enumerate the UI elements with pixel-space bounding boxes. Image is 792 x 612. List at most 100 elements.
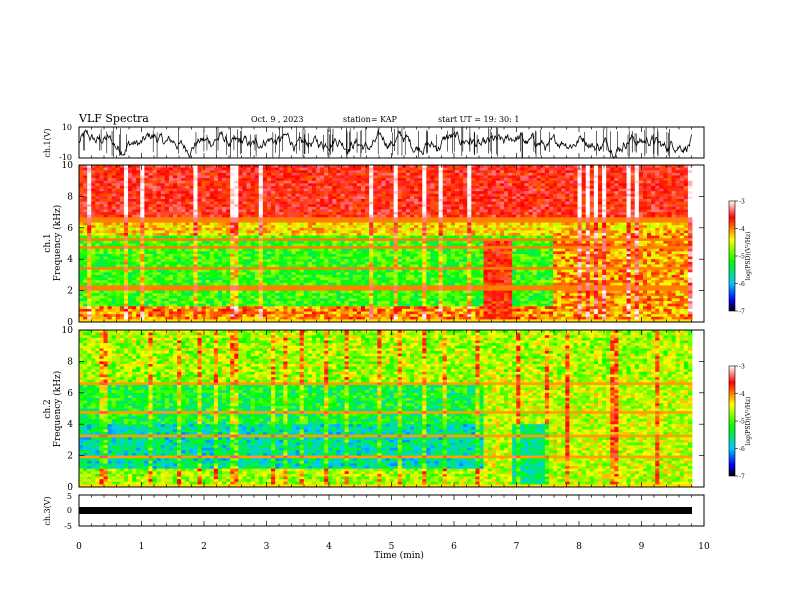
spectrogram-cell — [311, 306, 317, 310]
spectrogram-cell — [128, 314, 133, 318]
spectrogram-cell — [242, 217, 247, 221]
spectrogram-cell — [79, 193, 84, 197]
spectrogram-cell — [136, 178, 141, 182]
spectrogram-cell — [377, 251, 382, 255]
spectrogram-cell — [340, 185, 346, 189]
spectrogram-cell — [295, 238, 301, 242]
spectrogram-cell — [119, 165, 125, 169]
spectrogram-cell — [316, 303, 321, 307]
spectrogram-cell — [226, 170, 231, 174]
spectrogram-cell — [275, 251, 280, 255]
spectrogram-cell — [115, 196, 121, 200]
spectrogram-cell — [299, 170, 305, 174]
spectrogram-cell — [148, 217, 153, 221]
spectrogram-cell — [324, 285, 329, 289]
spectrogram-cell — [303, 251, 309, 255]
spectrogram-cell — [222, 165, 227, 169]
spectrogram-cell — [99, 287, 104, 291]
spectrogram-cell — [123, 274, 129, 278]
spectrogram-cell — [377, 287, 382, 291]
spectrogram-cell — [393, 199, 399, 203]
spectrogram-cell — [279, 253, 284, 257]
spectrogram-cell — [189, 227, 194, 231]
spectrogram-cell — [234, 180, 239, 184]
spectrogram-cell — [115, 306, 121, 310]
spectrogram-cell — [266, 251, 272, 255]
spectrogram-cell — [172, 183, 178, 187]
spectrogram-cell — [136, 308, 141, 312]
spectrogram-cell — [217, 180, 223, 184]
spectrogram-cell — [213, 251, 219, 255]
spectrogram-cell — [340, 175, 346, 179]
spectrogram-cell — [103, 191, 109, 195]
spectrogram-cell — [279, 246, 284, 250]
spectrogram-cell — [213, 209, 219, 213]
spectrogram-cell — [266, 201, 272, 205]
spectrogram-cell — [275, 209, 280, 213]
spectrogram-cell — [103, 314, 109, 318]
spectrogram-cell — [340, 167, 346, 171]
spectrogram-cell — [311, 272, 317, 276]
spectrogram-cell — [213, 269, 219, 273]
spectrogram-cell — [242, 191, 247, 195]
spectrogram-cell — [405, 217, 411, 221]
spectrogram-cell — [369, 306, 374, 310]
spectrogram-cell — [287, 206, 292, 210]
spectrogram-cell — [201, 235, 207, 239]
spectrogram-cell — [250, 183, 256, 187]
spectrogram-cell — [365, 295, 370, 299]
spectrogram-cell — [79, 191, 84, 195]
spectrogram-cell — [95, 287, 100, 291]
spectrogram-cell — [246, 298, 252, 302]
spectrogram-cell — [352, 180, 358, 184]
spectrogram-cell — [234, 193, 239, 197]
spectrogram-cell — [148, 269, 153, 273]
spectrogram-cell — [373, 235, 378, 239]
spectrogram-cell — [279, 243, 284, 247]
spectrogram-cell — [316, 170, 321, 174]
spectrogram-cell — [385, 243, 390, 247]
spectrogram-cell — [405, 277, 411, 281]
spectrogram-cell — [87, 227, 92, 231]
spectrogram-cell — [152, 272, 158, 276]
spectrogram-cell — [205, 180, 211, 184]
spectrogram-cell — [405, 287, 411, 291]
spectrogram-cell — [79, 201, 84, 205]
spectrogram-cell — [230, 227, 235, 231]
spectrogram-cell — [295, 165, 301, 169]
spectrogram-cell — [136, 303, 141, 307]
spectrogram-cell — [103, 311, 109, 315]
spectrogram-cell — [115, 269, 121, 273]
spectrogram-cell — [209, 319, 215, 323]
spectrogram-cell — [279, 206, 284, 210]
spectrogram-cell — [123, 295, 129, 299]
spectrogram-cell — [295, 172, 301, 176]
spectrogram-cell — [181, 287, 186, 291]
spectrogram-cell — [193, 295, 198, 299]
spectrogram-cell — [156, 230, 162, 234]
spectrogram-cell — [115, 204, 121, 208]
spectrogram-cell — [311, 293, 317, 297]
spectrogram-cell — [234, 212, 239, 216]
spectrogram-cell — [324, 209, 329, 213]
spectrogram-cell — [185, 167, 190, 171]
spectrogram-cell — [189, 293, 194, 297]
spectrogram-cell — [107, 238, 113, 242]
spectrogram-cell — [324, 301, 329, 305]
spectrogram-cell — [336, 261, 341, 265]
spectrogram-cell — [193, 308, 198, 312]
spectrogram-cell — [266, 274, 272, 278]
spectrogram-cell — [254, 233, 260, 237]
spectrogram-cell — [119, 172, 125, 176]
spectrogram-cell — [377, 248, 382, 252]
spectrogram-cell — [303, 240, 309, 244]
spectrogram-cell — [115, 243, 121, 247]
spectrogram-cell — [279, 230, 284, 234]
spectrogram-cell — [152, 191, 158, 195]
spectrogram-cell — [295, 185, 301, 189]
spectrogram-cell — [209, 209, 215, 213]
spectrogram-cell — [254, 316, 260, 320]
start-time-label: start UT = 19: 30: 1 — [438, 115, 519, 124]
spectrogram-cell — [213, 282, 219, 286]
spectrogram-cell — [209, 222, 215, 226]
